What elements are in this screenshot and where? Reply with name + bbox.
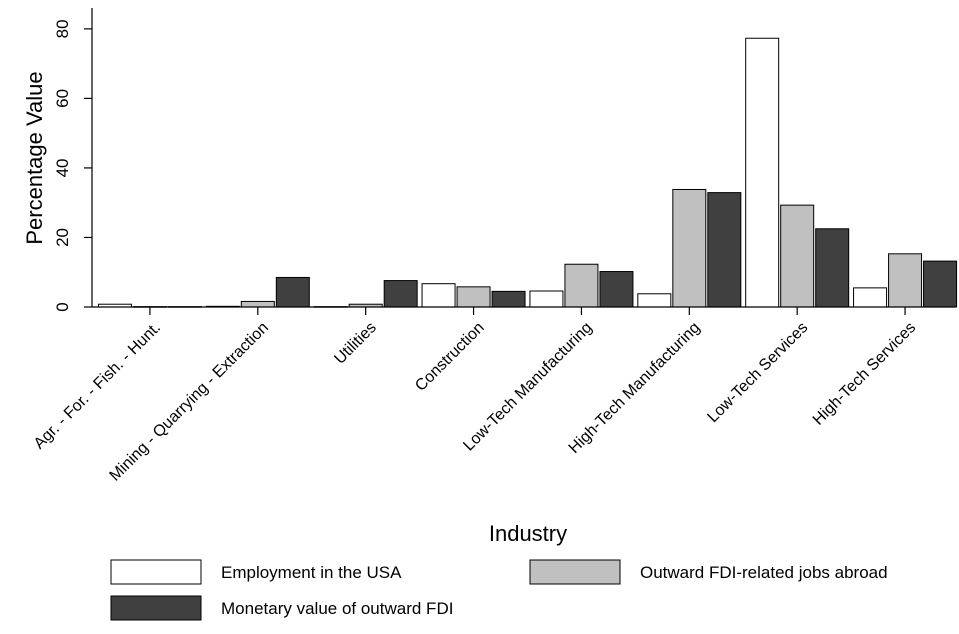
legend-swatch [529, 559, 621, 585]
bar [672, 188, 707, 308]
bar [815, 228, 850, 308]
x-tick-label: High-Tech Services [810, 319, 919, 428]
y-tick-label: 0 [53, 302, 72, 311]
bars-group [97, 37, 958, 308]
bar [888, 253, 923, 308]
y-tick-label: 20 [53, 228, 72, 247]
y-axis-title: Percentage Value [22, 71, 47, 244]
bar [599, 271, 634, 308]
x-tick-label: Construction [412, 319, 488, 395]
bar [923, 260, 958, 308]
legend-label: Outward FDI-related jobs abroad [640, 563, 888, 582]
x-tick-label: Low-Tech Services [704, 319, 811, 426]
bar [275, 276, 310, 308]
legend-label: Employment in the USA [221, 563, 402, 582]
legend-label: Monetary value of outward FDI [221, 599, 453, 618]
bar [529, 290, 564, 308]
bar [637, 293, 672, 308]
x-tick-label: Agr. - For. - Fish. - Hunt. [31, 319, 164, 452]
bar [383, 280, 418, 308]
bar [491, 290, 526, 308]
legend-swatch [110, 559, 202, 585]
bar [421, 283, 456, 308]
bar [456, 286, 491, 308]
bar [745, 37, 780, 308]
bar [853, 287, 888, 308]
bar [240, 300, 275, 308]
y-tick-label: 80 [53, 19, 72, 38]
bar [780, 204, 815, 308]
legend-swatch [110, 595, 202, 621]
y-tick-label: 60 [53, 89, 72, 108]
y-ticks-group: 0 20 40 60 80 [53, 19, 92, 312]
x-axis-title: Industry [489, 521, 567, 546]
x-tick-label: Utilities [331, 319, 379, 367]
legend: Employment in the USA Outward FDI-related… [110, 559, 888, 621]
y-tick-label: 40 [53, 158, 72, 177]
bar [564, 263, 599, 308]
x-ticks-group: Agr. - For. - Fish. - Hunt.Mining - Quar… [31, 307, 919, 485]
bar [707, 192, 742, 308]
